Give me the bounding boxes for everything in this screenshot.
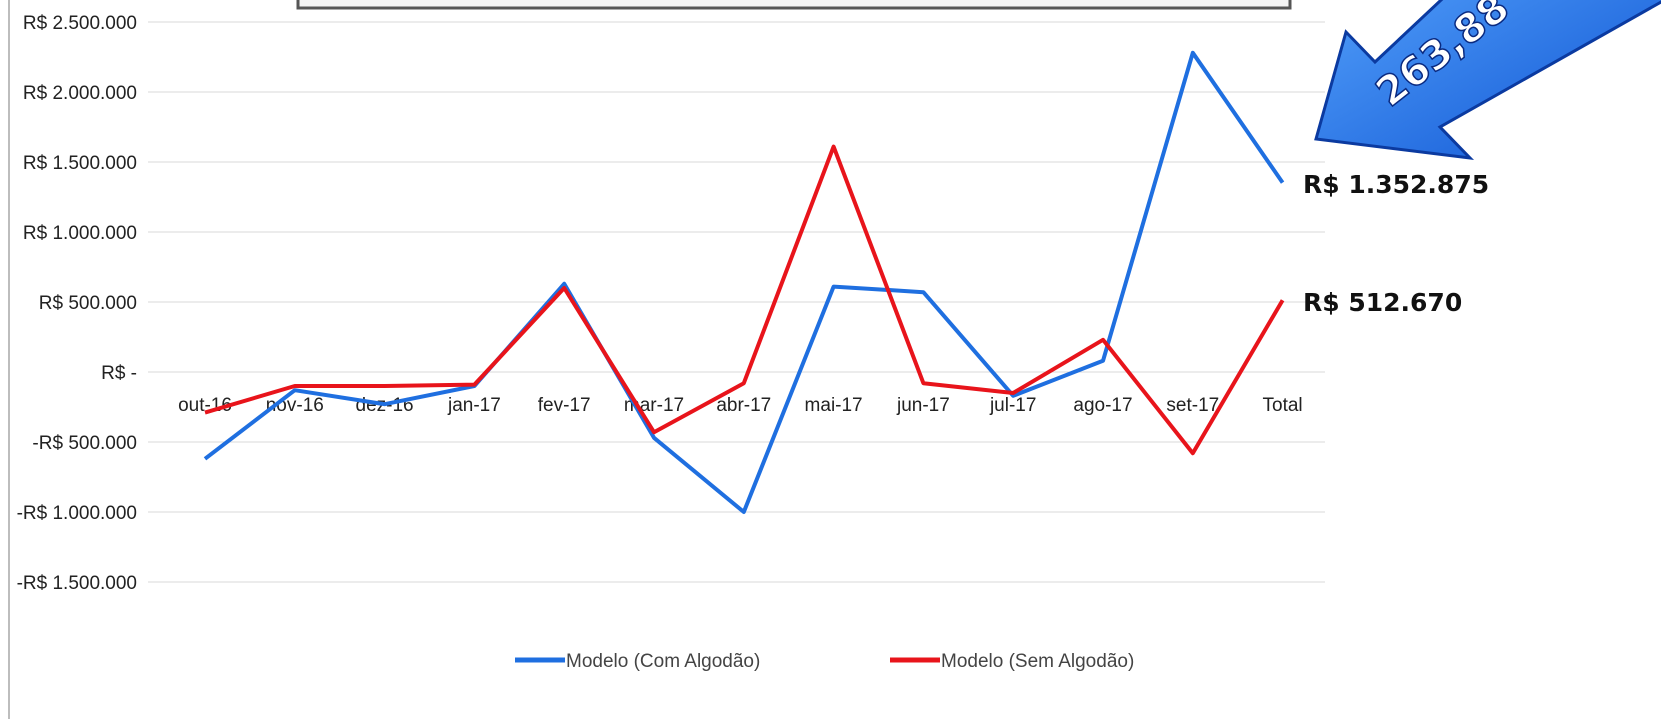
x-tick-label: set-17 [1166,395,1219,416]
grid-lines [148,21,1325,583]
y-tick-label: R$ 1.500.000 [23,153,137,174]
arrow-icon [1314,0,1661,161]
y-tick-label: R$ 500.000 [39,293,137,314]
x-tick-label: mai-17 [805,395,863,416]
series-lines [203,50,1285,514]
x-tick-label: jan-17 [447,395,501,416]
end-label-com-algodao: R$ 1.352.875 [1303,170,1489,199]
y-tick-label: -R$ 1.000.000 [17,503,137,524]
x-tick-label: out-16 [178,395,232,416]
legend-label-sem-algodao: Modelo (Sem Algodão) [941,651,1134,672]
x-tick-label: jun-17 [896,395,950,416]
y-tick-label: -R$ 500.000 [32,433,137,454]
x-tick-label: jul-17 [989,395,1036,416]
y-tick-label: R$ - [101,363,137,384]
legend: Modelo (Com Algodão) Modelo (Sem Algodão… [515,651,1134,672]
end-label-sem-algodao: R$ 512.670 [1303,288,1462,317]
x-tick-label: Total [1263,395,1303,416]
y-tick-label: R$ 2.000.000 [23,83,137,104]
y-tick-label: -R$ 1.500.000 [17,573,137,594]
y-axis-ticks: R$ 2.500.000 R$ 2.000.000 R$ 1.500.000 R$ 1… [17,13,137,594]
series-line-com-algodao [203,50,1285,514]
y-tick-label: R$ 1.000.000 [23,223,137,244]
x-tick-label: fev-17 [538,395,591,416]
y-tick-label: R$ 2.500.000 [23,13,137,34]
x-tick-label: abr-17 [716,395,771,416]
series-line-sem-algodao [204,144,1285,456]
top-box-edge [296,0,1292,10]
x-tick-label: ago-17 [1073,395,1132,416]
callout-arrow: 263,88 [1314,0,1661,161]
legend-label-com-algodao: Modelo (Com Algodão) [566,651,760,672]
